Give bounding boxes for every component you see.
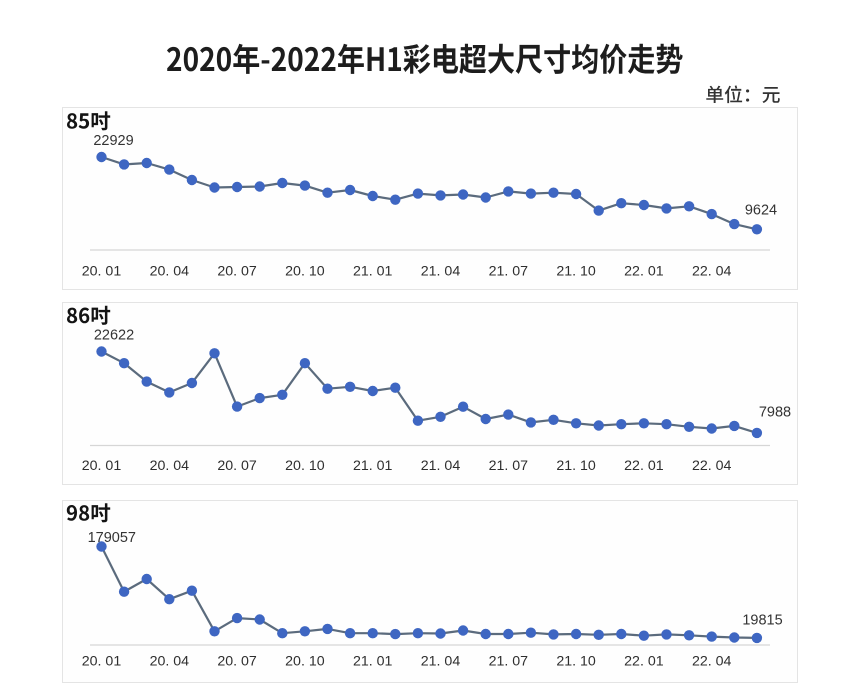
svg-text:21. 10: 21. 10 (556, 264, 596, 280)
svg-text:20. 01: 20. 01 (82, 458, 122, 474)
svg-text:21. 07: 21. 07 (489, 654, 529, 670)
svg-text:20. 04: 20. 04 (150, 264, 190, 280)
svg-text:20. 01: 20. 01 (82, 654, 122, 670)
svg-text:22. 01: 22. 01 (624, 458, 664, 474)
svg-text:20. 07: 20. 07 (217, 458, 257, 474)
svg-text:21. 10: 21. 10 (556, 458, 596, 474)
svg-text:20. 01: 20. 01 (82, 264, 122, 280)
svg-text:22622: 22622 (94, 328, 134, 344)
svg-text:20. 10: 20. 10 (285, 458, 325, 474)
svg-text:21. 07: 21. 07 (489, 458, 529, 474)
svg-text:19815: 19815 (742, 613, 782, 629)
svg-text:20. 04: 20. 04 (150, 654, 190, 670)
svg-text:22. 04: 22. 04 (692, 654, 732, 670)
svg-text:20. 10: 20. 10 (285, 264, 325, 280)
svg-text:179057: 179057 (88, 530, 136, 546)
svg-text:21. 04: 21. 04 (421, 264, 461, 280)
svg-text:22. 04: 22. 04 (692, 264, 732, 280)
svg-text:9624: 9624 (745, 203, 777, 219)
svg-text:20. 04: 20. 04 (150, 458, 190, 474)
svg-text:21. 01: 21. 01 (353, 264, 393, 280)
svg-text:22929: 22929 (93, 133, 133, 149)
svg-text:21. 01: 21. 01 (353, 458, 393, 474)
svg-text:22. 01: 22. 01 (624, 654, 664, 670)
svg-text:22. 04: 22. 04 (692, 458, 732, 474)
svg-text:21. 01: 21. 01 (353, 654, 393, 670)
svg-text:21. 07: 21. 07 (489, 264, 529, 280)
svg-text:7988: 7988 (759, 405, 791, 421)
svg-text:20. 07: 20. 07 (217, 654, 257, 670)
svg-text:20. 07: 20. 07 (217, 264, 257, 280)
svg-text:21. 04: 21. 04 (421, 654, 461, 670)
svg-text:21. 04: 21. 04 (421, 458, 461, 474)
svg-text:22. 01: 22. 01 (624, 264, 664, 280)
svg-text:20. 10: 20. 10 (285, 654, 325, 670)
svg-text:21. 10: 21. 10 (556, 654, 596, 670)
